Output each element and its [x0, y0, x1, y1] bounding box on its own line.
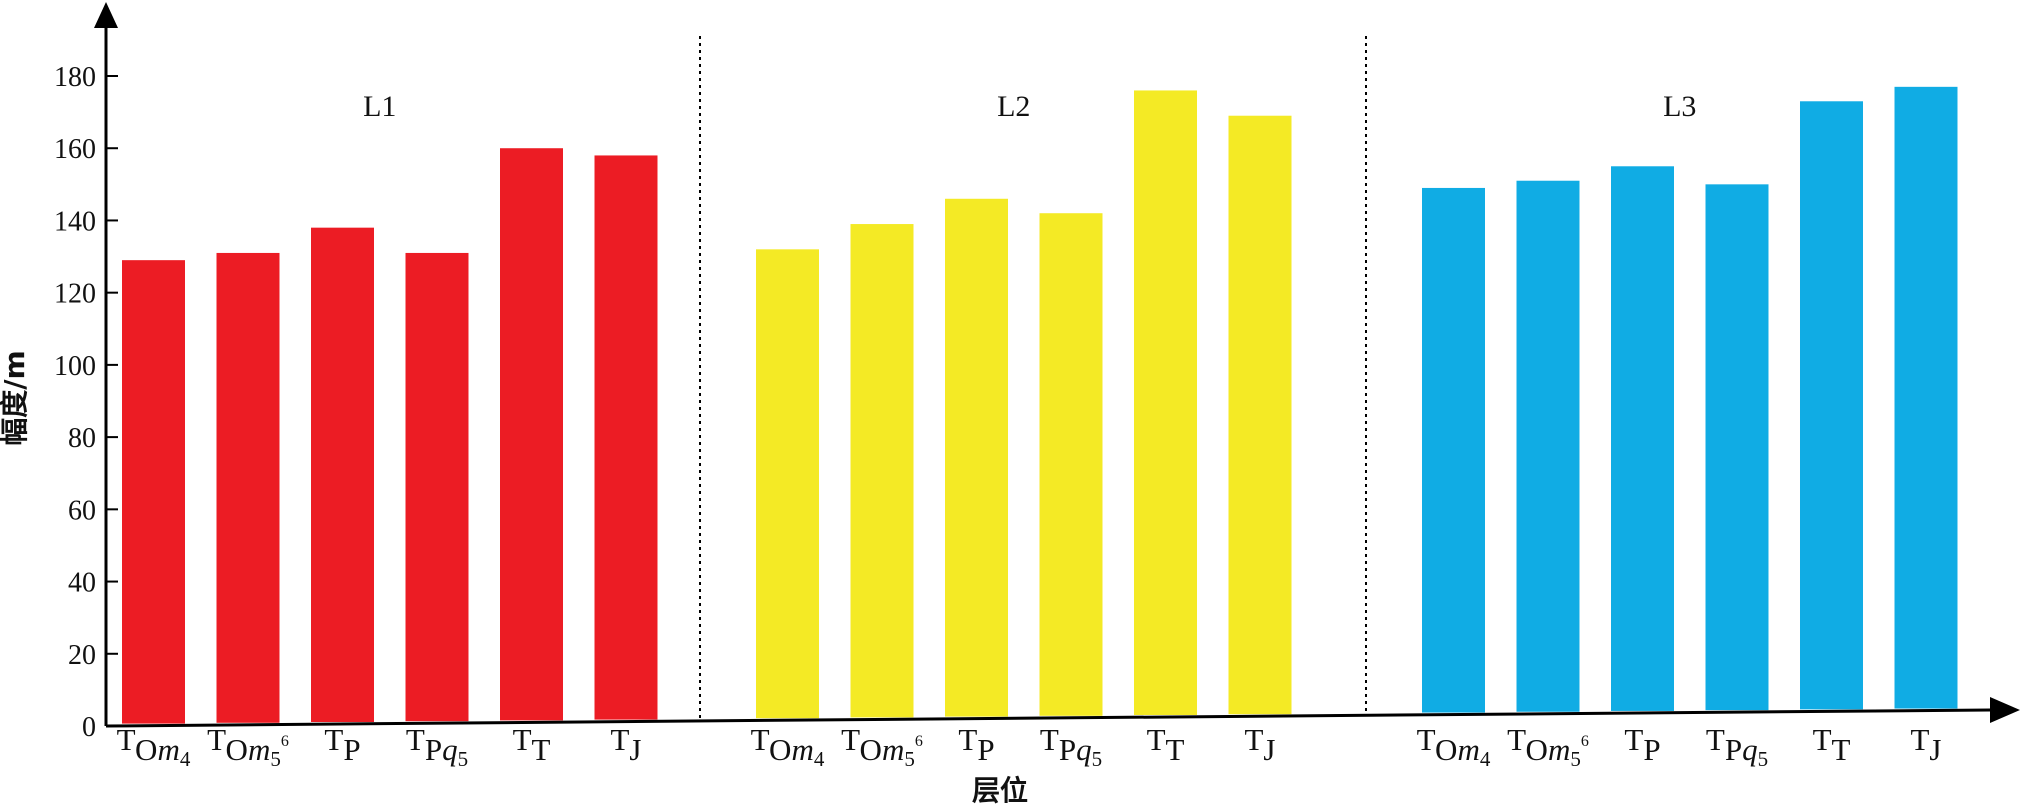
category-labels: TOm4 TOm56 TP TPq5 TT TJ TOm4 TOm56 TP TPq5 TT TJ TO…: [117, 722, 1942, 771]
x-tick-label: TOm56: [207, 722, 289, 771]
x-tick-label: TP: [958, 722, 994, 767]
bar: [311, 227, 374, 722]
x-axis-arrow: [1990, 697, 2020, 723]
y-tick-label: 100: [54, 351, 96, 382]
x-tick-label: TJ: [1244, 722, 1275, 767]
bars: [122, 86, 1958, 724]
x-tick-label: TOm56: [841, 722, 923, 771]
y-tick-label: 80: [68, 423, 96, 454]
x-axis-line: [105, 708, 1991, 728]
group-labels: L1 L2 L3: [363, 90, 1696, 123]
bar: [1039, 213, 1103, 716]
bar: [1705, 184, 1769, 711]
y-tick-label: 40: [68, 568, 96, 599]
x-tick-label: TOm56: [1507, 722, 1589, 771]
x-tick-label: TP: [324, 722, 360, 767]
bar: [500, 148, 563, 721]
bar: [756, 249, 819, 719]
y-ticks: 0 20 40 60 80 100 120 140 160 180: [54, 62, 118, 743]
x-tick-label: TJ: [610, 722, 641, 767]
y-axis-title: 幅度/m: [0, 350, 31, 445]
y-tick-label: 20: [68, 640, 96, 671]
x-tick-label: TT: [1813, 722, 1851, 767]
x-tick-label: TPq5: [1706, 722, 1768, 771]
bar: [1134, 90, 1197, 716]
y-tick-label: 140: [54, 206, 96, 237]
x-tick-label: TOm4: [1417, 722, 1491, 771]
group-label: L3: [1663, 90, 1696, 123]
y-tick-label: 160: [54, 134, 96, 165]
x-tick-label: TPq5: [1040, 722, 1102, 771]
bar: [216, 252, 280, 723]
x-tick-label: TPq5: [406, 722, 468, 771]
y-tick-label: 120: [54, 279, 96, 310]
x-tick-label: TOm4: [117, 722, 191, 771]
y-tick-label: 60: [68, 495, 96, 526]
y-tick-label: 0: [82, 712, 96, 743]
bar: [405, 252, 469, 722]
bar: [1611, 166, 1674, 711]
bar: [1894, 86, 1958, 709]
axes: [94, 2, 2020, 728]
bar: [122, 260, 185, 724]
x-tick-label: TT: [1147, 722, 1185, 767]
x-tick-label: TOm4: [751, 722, 825, 771]
bar: [594, 155, 658, 720]
group-dividers: [699, 36, 1367, 721]
x-tick-label: TT: [513, 722, 551, 767]
group-label: L1: [363, 90, 396, 123]
x-tick-label: TJ: [1910, 722, 1941, 767]
y-axis-arrow: [94, 2, 118, 28]
bar: [1800, 101, 1863, 710]
group-label: L2: [997, 90, 1030, 123]
bar: [945, 198, 1008, 717]
bar: [1422, 187, 1485, 713]
bar: [850, 224, 914, 718]
bar: [1516, 180, 1580, 712]
x-tick-label: TP: [1624, 722, 1660, 767]
x-axis-title: 层位: [972, 774, 1028, 807]
y-tick-label: 180: [54, 62, 96, 93]
bar: [1228, 115, 1292, 715]
